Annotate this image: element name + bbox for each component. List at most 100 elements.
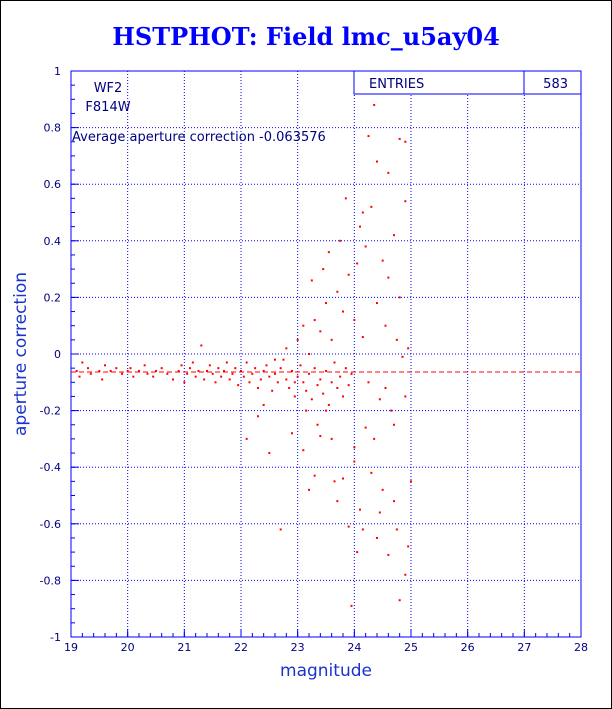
data-point [115, 367, 118, 370]
data-point [387, 553, 390, 556]
data-point [364, 426, 367, 429]
data-point [347, 384, 350, 387]
data-point [293, 395, 296, 398]
y-tick-label: -0.8 [40, 574, 61, 587]
data-point [242, 375, 245, 378]
data-point [78, 375, 81, 378]
data-point [299, 364, 302, 367]
data-point [285, 347, 288, 350]
data-point [401, 355, 404, 358]
data-point [330, 381, 333, 384]
data-point [98, 369, 101, 372]
data-point [245, 437, 248, 440]
data-point [310, 398, 313, 401]
y-tick-label: -0.2 [40, 405, 61, 418]
data-point [308, 353, 310, 355]
y-tick-label: 0.4 [44, 235, 62, 248]
entries-label: ENTRIES [369, 77, 424, 92]
data-point [367, 135, 370, 138]
data-point [407, 347, 410, 350]
data-point [200, 344, 203, 347]
data-point [398, 296, 401, 299]
data-point [282, 358, 285, 361]
x-tick-label: 23 [291, 641, 305, 654]
data-point [387, 276, 390, 279]
data-point [217, 367, 220, 370]
entries-value: 583 [543, 77, 568, 92]
data-point [126, 369, 129, 372]
data-point [305, 389, 308, 392]
data-point [336, 290, 339, 293]
data-point [313, 367, 316, 370]
data-point [319, 330, 322, 333]
data-point [228, 378, 231, 381]
data-point [353, 446, 356, 449]
data-point [342, 395, 344, 398]
data-point [333, 480, 336, 483]
y-tick-label: 1 [54, 65, 61, 78]
data-point [322, 392, 325, 395]
data-point [342, 477, 344, 480]
data-point [373, 103, 376, 106]
data-point [319, 435, 322, 438]
data-point [160, 367, 163, 370]
data-point [316, 423, 319, 426]
data-point [393, 234, 395, 237]
data-point [288, 386, 291, 389]
data-point [293, 381, 296, 384]
data-point [370, 471, 373, 474]
data-point [257, 415, 259, 418]
data-point [384, 324, 387, 327]
x-tick-label: 26 [461, 641, 475, 654]
x-tick-label: 24 [347, 641, 361, 654]
data-point [276, 381, 279, 384]
y-axis-title: aperture correction [11, 272, 31, 436]
data-point [129, 367, 132, 370]
data-point [339, 375, 342, 378]
data-point [189, 367, 191, 370]
data-point [347, 525, 350, 528]
data-point [87, 367, 89, 370]
data-point [407, 545, 410, 548]
data-point [302, 381, 305, 384]
data-point [398, 599, 401, 602]
data-point [305, 409, 308, 412]
data-point [177, 369, 180, 372]
data-point [214, 381, 217, 384]
data-point [359, 508, 361, 511]
filter-label: F814W [85, 100, 130, 115]
y-tick-label: -0.4 [40, 461, 61, 474]
data-point [180, 364, 183, 367]
data-point [166, 372, 169, 375]
entries-box: ENTRIES 583 [353, 70, 582, 95]
data-point [325, 409, 327, 412]
data-point [262, 403, 265, 406]
data-point [191, 361, 194, 364]
data-point [347, 273, 350, 276]
data-point [234, 367, 237, 370]
data-point [361, 211, 364, 214]
data-point [361, 528, 364, 531]
data-point [268, 452, 271, 455]
data-point [410, 480, 412, 483]
data-point [152, 375, 155, 378]
data-point [206, 369, 208, 372]
data-point [342, 310, 344, 313]
data-point [308, 372, 310, 375]
data-point [361, 336, 364, 339]
data-point [308, 488, 310, 491]
y-tick-label: 0.2 [44, 291, 62, 304]
data-point [333, 361, 336, 364]
x-tick-label: 20 [121, 641, 135, 654]
data-point [393, 500, 395, 503]
data-point [143, 364, 146, 367]
tick-marks [70, 70, 582, 638]
data-point [393, 423, 395, 426]
data-point [271, 389, 274, 392]
x-tick-label: 19 [64, 641, 78, 654]
data-point [398, 137, 401, 140]
data-point [316, 384, 319, 387]
data-point [208, 364, 211, 367]
data-point [237, 384, 240, 387]
